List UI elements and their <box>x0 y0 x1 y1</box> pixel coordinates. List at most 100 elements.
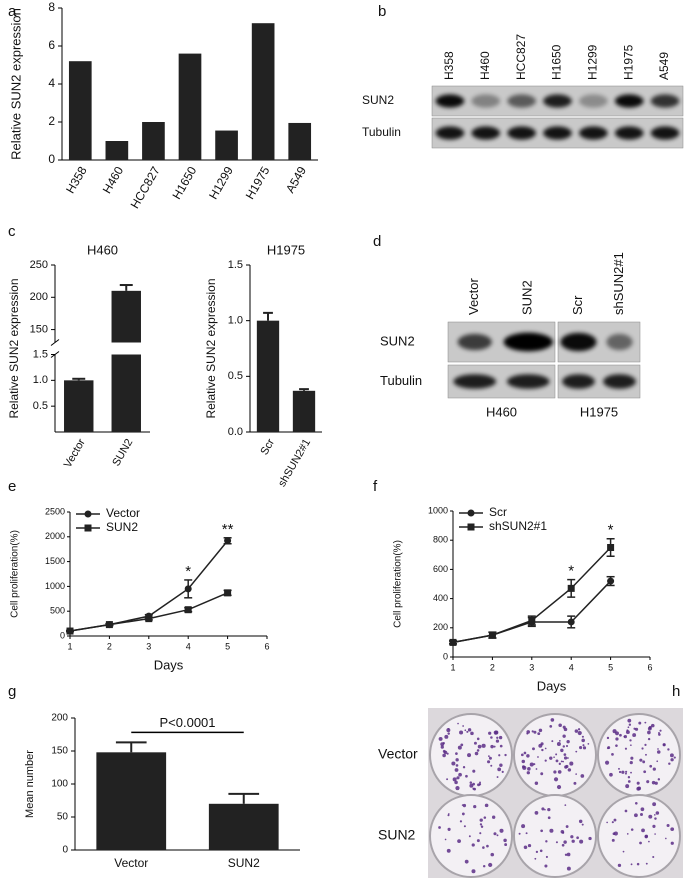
marker <box>488 631 496 639</box>
colony <box>621 770 625 774</box>
colony <box>612 729 617 734</box>
colony <box>533 730 537 734</box>
y-tick-label: 50 <box>57 812 69 823</box>
colony <box>563 727 568 732</box>
colony <box>658 733 661 736</box>
colony <box>562 831 565 834</box>
colony <box>581 823 584 826</box>
colony <box>470 731 474 736</box>
colony <box>575 773 577 775</box>
colony <box>604 760 610 765</box>
series-line <box>69 592 228 632</box>
colony <box>455 758 459 762</box>
colony <box>452 777 457 782</box>
colony <box>495 739 500 743</box>
colony <box>624 772 627 775</box>
row-label: SUN2 <box>378 827 416 843</box>
x-tick-label: SUN2 <box>228 856 260 870</box>
colony <box>460 743 464 747</box>
blot-band <box>560 332 597 352</box>
colony <box>458 772 462 777</box>
colony <box>532 747 535 751</box>
colony <box>446 752 449 755</box>
colony <box>654 781 658 785</box>
colony <box>642 760 646 764</box>
panel-letter: d <box>373 233 381 250</box>
colony <box>544 759 547 762</box>
colony <box>462 803 467 808</box>
colony <box>562 760 564 763</box>
significance-mark: ** <box>222 521 234 538</box>
colony <box>615 744 618 747</box>
blot-band <box>435 94 465 108</box>
colony <box>465 774 468 778</box>
colony <box>539 849 543 853</box>
colony <box>563 753 567 756</box>
panel-letter: f <box>373 478 378 495</box>
colony <box>544 864 548 868</box>
x-axis-label: Days <box>537 678 567 693</box>
colony <box>541 807 545 811</box>
colony <box>549 828 554 833</box>
colony <box>521 765 526 769</box>
colony <box>670 827 675 832</box>
y-tick-label: 250 <box>30 259 48 271</box>
axis-break <box>50 351 60 358</box>
colony <box>456 776 460 780</box>
legend-marker <box>84 524 92 532</box>
bar <box>256 320 280 432</box>
colony <box>613 831 618 836</box>
colony <box>629 761 633 765</box>
bar <box>96 752 167 850</box>
colony <box>442 742 445 745</box>
colony <box>455 752 458 755</box>
colony <box>565 744 569 748</box>
colony <box>447 814 450 817</box>
blot-band <box>650 126 680 140</box>
dish <box>513 794 597 878</box>
marker <box>449 638 457 646</box>
axis-break <box>50 339 60 346</box>
colony <box>638 721 642 725</box>
colony <box>565 764 569 769</box>
colony <box>630 756 634 760</box>
colony <box>476 839 480 843</box>
marker <box>607 577 615 585</box>
marker <box>607 544 615 551</box>
colony <box>577 728 581 731</box>
marker <box>184 606 192 614</box>
colony <box>628 723 632 726</box>
colony <box>562 745 565 748</box>
colony <box>549 725 553 728</box>
colony <box>644 834 648 839</box>
colony <box>525 832 528 835</box>
group-label: H1975 <box>580 404 618 419</box>
colony <box>633 813 638 818</box>
x-tick-label: Vector <box>62 437 88 470</box>
colony <box>657 778 661 781</box>
colony <box>496 776 499 779</box>
colony <box>444 734 449 739</box>
blot-band <box>579 126 608 140</box>
colony <box>578 819 583 824</box>
colony <box>438 736 443 741</box>
annotation: P<0.0001 <box>159 715 215 730</box>
colony <box>521 759 526 764</box>
colony <box>520 753 524 757</box>
colony <box>566 852 571 857</box>
colony <box>576 836 579 840</box>
colony <box>627 776 631 779</box>
colony <box>537 732 541 736</box>
colony <box>623 734 627 739</box>
bar <box>215 130 238 160</box>
colony <box>665 837 667 840</box>
colony <box>582 746 587 750</box>
bar <box>111 354 141 432</box>
bar <box>288 122 312 160</box>
colony <box>527 767 531 771</box>
colony <box>472 769 476 773</box>
colony <box>493 730 498 735</box>
row-label: Tubulin <box>362 125 401 139</box>
